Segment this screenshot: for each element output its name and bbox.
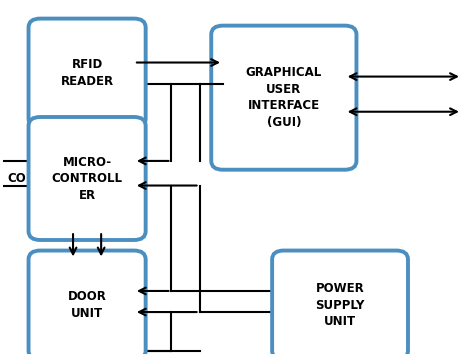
FancyBboxPatch shape [28,117,146,240]
FancyBboxPatch shape [28,19,146,127]
FancyBboxPatch shape [211,26,356,170]
FancyBboxPatch shape [28,251,146,357]
Text: DOOR
UNIT: DOOR UNIT [68,290,107,320]
FancyBboxPatch shape [272,251,408,357]
Text: CO: CO [8,172,26,185]
Text: GRAPHICAL
USER
INTERFACE
(GUI): GRAPHICAL USER INTERFACE (GUI) [246,66,322,129]
Text: POWER
SUPPLY
UNIT: POWER SUPPLY UNIT [315,282,365,328]
Text: RFID
READER: RFID READER [61,58,114,88]
Text: MICRO-
CONTROLL
ER: MICRO- CONTROLL ER [52,156,123,201]
